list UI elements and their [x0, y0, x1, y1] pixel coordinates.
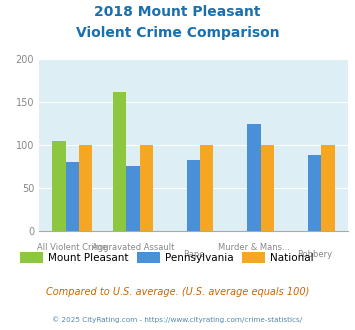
Text: All Violent Crime: All Violent Crime — [37, 243, 108, 252]
Text: 2018 Mount Pleasant: 2018 Mount Pleasant — [94, 5, 261, 19]
Bar — [308, 155, 321, 231]
Bar — [66, 162, 79, 231]
Text: Rape: Rape — [183, 250, 204, 259]
Bar — [140, 145, 153, 231]
Bar — [187, 160, 200, 231]
Bar — [261, 145, 274, 231]
Bar — [247, 124, 261, 231]
Bar — [53, 141, 66, 231]
Text: Robbery: Robbery — [297, 250, 332, 259]
Text: Compared to U.S. average. (U.S. average equals 100): Compared to U.S. average. (U.S. average … — [46, 287, 309, 297]
Text: Violent Crime Comparison: Violent Crime Comparison — [76, 26, 279, 40]
Bar — [126, 166, 140, 231]
Text: Aggravated Assault: Aggravated Assault — [92, 243, 174, 252]
Bar — [200, 145, 213, 231]
Legend: Mount Pleasant, Pennsylvania, National: Mount Pleasant, Pennsylvania, National — [16, 248, 318, 267]
Bar — [79, 145, 92, 231]
Bar — [321, 145, 334, 231]
Bar — [113, 92, 126, 231]
Text: © 2025 CityRating.com - https://www.cityrating.com/crime-statistics/: © 2025 CityRating.com - https://www.city… — [53, 317, 302, 323]
Text: Murder & Mans...: Murder & Mans... — [218, 243, 290, 252]
